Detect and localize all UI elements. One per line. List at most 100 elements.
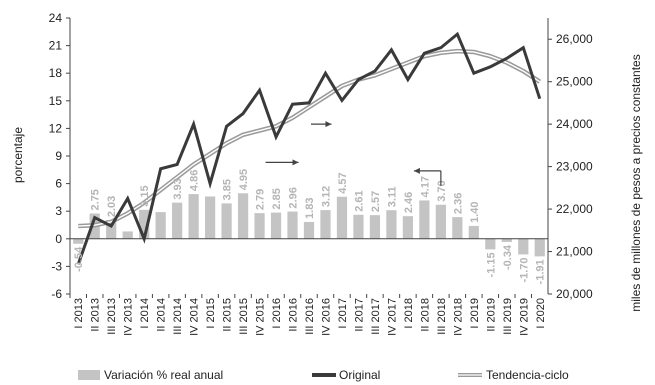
data-label-28: -1.91 bbox=[535, 259, 547, 284]
x-tick-label-0: I 2013 bbox=[73, 298, 85, 329]
bar-0 bbox=[73, 238, 84, 244]
bar-6 bbox=[172, 202, 183, 239]
right-tick-label-3: 23,000 bbox=[556, 160, 593, 174]
right-tick-label-6: 26,000 bbox=[556, 32, 593, 46]
bar-4 bbox=[139, 209, 150, 239]
x-tick-label-12: I 2016 bbox=[271, 298, 283, 329]
x-tick-label-13: II 2016 bbox=[288, 298, 300, 332]
right-axis-label: miles de millones de pesos a precios con… bbox=[629, 54, 643, 311]
bar-17 bbox=[353, 214, 364, 239]
x-tick-label-24: I 2019 bbox=[469, 298, 481, 329]
left-tick-label-3: 3 bbox=[55, 204, 62, 218]
x-tick-label-21: II 2018 bbox=[419, 298, 431, 332]
x-tick-label-19: IV 2017 bbox=[386, 298, 398, 336]
data-label-14: 1.83 bbox=[304, 198, 316, 219]
left-tick-label-10: 24 bbox=[49, 11, 63, 25]
left-axis-label: porcentaje bbox=[11, 127, 25, 183]
data-label-15: 3.12 bbox=[320, 186, 332, 207]
left-tick-label-7: 15 bbox=[49, 94, 63, 108]
bar-12 bbox=[270, 212, 282, 239]
data-label-11: 2.79 bbox=[255, 189, 267, 210]
legend: Variación % real anual Original Tendenci… bbox=[78, 368, 569, 382]
bar-23 bbox=[452, 217, 463, 239]
left-tick-label-8: 18 bbox=[49, 66, 63, 80]
data-label-4: 3.15 bbox=[139, 185, 151, 206]
bar-18 bbox=[369, 215, 381, 239]
bar-16 bbox=[336, 196, 348, 239]
x-tick-label-14: III 2016 bbox=[304, 298, 316, 335]
data-label-16: 4.57 bbox=[337, 172, 349, 193]
data-label-21: 4.17 bbox=[419, 176, 431, 197]
annotation-arrow-1-head bbox=[292, 159, 299, 166]
x-tick-label-7: IV 2014 bbox=[189, 298, 201, 336]
x-tick-label-2: III 2013 bbox=[106, 298, 118, 335]
bar-15 bbox=[320, 210, 331, 239]
right-tick-label-2: 22,000 bbox=[556, 202, 593, 216]
x-tick-label-6: III 2014 bbox=[172, 298, 184, 335]
bar-19 bbox=[386, 210, 397, 239]
right-tick-label-0: 20,000 bbox=[556, 287, 593, 301]
bar-9 bbox=[221, 203, 232, 239]
data-label-12: 2.85 bbox=[271, 188, 283, 209]
bar-22 bbox=[435, 204, 446, 239]
left-tick-label-0: -6 bbox=[51, 287, 62, 301]
data-label-24: 1.40 bbox=[469, 201, 481, 222]
data-label-2: 2.03 bbox=[106, 196, 118, 217]
x-tick-label-10: III 2015 bbox=[238, 298, 250, 335]
x-tick-label-9: II 2015 bbox=[222, 298, 234, 332]
x-tick-label-28: I 2020 bbox=[535, 298, 547, 329]
x-tick-label-20: I 2018 bbox=[403, 298, 415, 329]
bars-layer bbox=[73, 193, 545, 257]
bar-5 bbox=[155, 212, 166, 239]
bar-20 bbox=[402, 216, 414, 239]
x-tick-label-11: IV 2015 bbox=[255, 298, 267, 336]
annotation-arrow-2-head bbox=[325, 121, 332, 128]
left-tick-label-1: -3 bbox=[51, 259, 62, 273]
x-tick-label-1: II 2013 bbox=[90, 298, 102, 332]
left-tick-label-6: 12 bbox=[49, 121, 63, 135]
data-label-18: 2.57 bbox=[370, 191, 382, 212]
x-tick-label-3: IV 2013 bbox=[123, 298, 135, 336]
data-label-25: -1.15 bbox=[485, 252, 497, 277]
annotation-arrow-3-head bbox=[413, 167, 420, 174]
bar-8 bbox=[204, 196, 216, 239]
axes-layer: -6 -3 0 3 6 9 12 15 18 21 24 20,000 21,000 22,000 23,0… bbox=[49, 11, 593, 336]
lines-layer bbox=[76, 31, 542, 265]
x-tick-label-5: II 2014 bbox=[156, 298, 168, 332]
data-label-0: -0.54 bbox=[73, 246, 85, 272]
data-label-10: 4.95 bbox=[238, 169, 250, 190]
x-tick-label-16: I 2017 bbox=[337, 298, 349, 329]
bar-13 bbox=[287, 211, 298, 239]
bar-27 bbox=[518, 238, 529, 255]
bar-24 bbox=[468, 225, 479, 239]
bar-28 bbox=[534, 238, 545, 257]
x-tick-label-23: IV 2018 bbox=[452, 298, 464, 336]
data-label-7: 4.86 bbox=[189, 170, 201, 191]
bar-26 bbox=[501, 238, 512, 242]
bar-21 bbox=[419, 200, 430, 239]
x-tick-label-26: III 2019 bbox=[502, 298, 514, 335]
bar-2 bbox=[106, 220, 117, 239]
left-tick-label-9: 21 bbox=[49, 39, 63, 53]
data-label-20: 2.46 bbox=[403, 192, 415, 213]
data-label-17: 2.61 bbox=[353, 190, 365, 211]
left-tick-label-4: 6 bbox=[55, 177, 62, 191]
bar-3 bbox=[122, 231, 133, 239]
x-tick-label-8: I 2015 bbox=[205, 298, 217, 329]
right-tick-label-1: 21,000 bbox=[556, 245, 593, 259]
bar-11 bbox=[254, 213, 265, 239]
data-label-9: 3.85 bbox=[222, 179, 234, 200]
x-tick-label-17: II 2017 bbox=[353, 298, 365, 332]
x-tick-label-27: IV 2019 bbox=[518, 298, 530, 336]
bar-14 bbox=[303, 221, 315, 239]
x-tick-label-18: III 2017 bbox=[370, 298, 382, 335]
bar-25 bbox=[485, 238, 496, 250]
data-label-27: -1.70 bbox=[518, 257, 530, 282]
left-tick-label-5: 9 bbox=[55, 149, 62, 163]
data-label-13: 2.96 bbox=[288, 187, 300, 208]
x-tick-label-4: I 2014 bbox=[139, 298, 151, 329]
bar-10 bbox=[237, 193, 249, 239]
right-tick-label-5: 25,000 bbox=[556, 75, 593, 89]
bar-7 bbox=[188, 194, 199, 239]
